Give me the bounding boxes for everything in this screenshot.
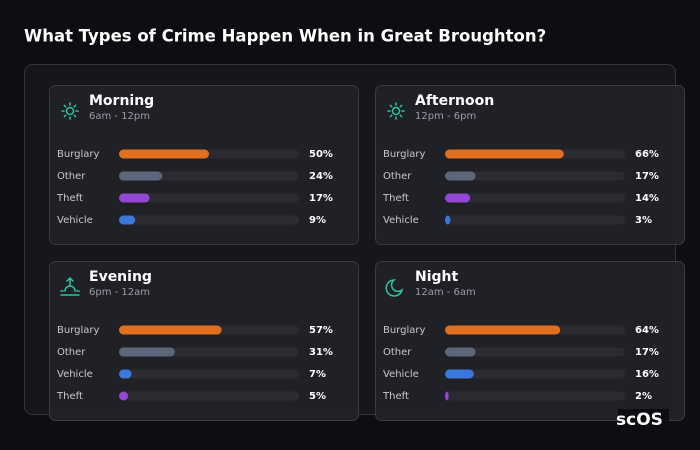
category-label: Theft	[382, 193, 409, 204]
card: Afternoon 12pm - 6pm Burglary 66% Other 17% Th…	[375, 85, 685, 245]
sun-ray	[389, 114, 393, 118]
sun-icon	[65, 106, 75, 116]
sun-ray	[399, 104, 403, 108]
value-label: 16%	[635, 369, 659, 380]
sun-ray	[73, 114, 77, 118]
card-title: Night	[415, 269, 459, 285]
category-label: Vehicle	[57, 369, 93, 380]
card: Morning 6am - 12pm Burglary 50% Other 24% Thef…	[49, 85, 359, 245]
bar-track	[445, 347, 625, 357]
bar	[445, 171, 476, 181]
value-label: 57%	[309, 325, 333, 336]
bar	[445, 325, 561, 335]
card-subtitle: 6pm - 12am	[89, 287, 150, 298]
bar	[119, 369, 132, 379]
bar	[119, 347, 175, 357]
bar-track	[445, 369, 625, 379]
value-label: 3%	[635, 215, 652, 226]
category-label: Burglary	[383, 149, 425, 160]
value-label: 66%	[635, 149, 659, 160]
value-label: 64%	[635, 325, 659, 336]
value-label: 17%	[635, 347, 659, 358]
sun-ray	[63, 114, 67, 118]
category-label: Burglary	[57, 325, 99, 336]
value-label: 24%	[309, 171, 333, 182]
bar-track	[119, 369, 299, 379]
value-label: 9%	[309, 215, 326, 226]
bar-track	[119, 391, 299, 401]
bar	[119, 149, 209, 159]
category-label: Vehicle	[383, 369, 419, 380]
card: Night 12am - 6am Burglary 64% Other 17% Vehicl…	[375, 261, 685, 421]
bar	[445, 215, 451, 225]
category-label: Burglary	[383, 325, 425, 336]
card-subtitle: 12am - 6am	[415, 287, 476, 298]
sun-ray	[63, 104, 67, 108]
card-title: Evening	[89, 269, 152, 285]
value-label: 14%	[635, 193, 659, 204]
sun-ray	[73, 104, 77, 108]
logo: scOS	[616, 410, 663, 430]
card-subtitle: 12pm - 6pm	[415, 111, 476, 122]
bar-track	[119, 215, 299, 225]
card-bg	[375, 85, 685, 245]
bar	[119, 325, 222, 335]
card-bg	[49, 85, 359, 245]
bar	[119, 391, 128, 401]
bar	[445, 369, 474, 379]
value-label: 50%	[309, 149, 333, 160]
value-label: 7%	[309, 369, 326, 380]
value-label: 5%	[309, 391, 326, 402]
bar-track	[445, 391, 625, 401]
value-label: 2%	[635, 391, 652, 402]
category-label: Theft	[56, 193, 83, 204]
value-label: 17%	[309, 193, 333, 204]
category-label: Other	[383, 171, 412, 182]
category-label: Theft	[56, 391, 83, 402]
sunset-icon	[60, 276, 80, 296]
category-label: Burglary	[57, 149, 99, 160]
category-label: Vehicle	[383, 215, 419, 226]
card-title: Afternoon	[415, 93, 494, 109]
moon-icon	[385, 279, 404, 297]
bar-track	[119, 171, 299, 181]
sun-ray	[389, 104, 393, 108]
card-bg	[375, 261, 685, 421]
bar-track	[445, 171, 625, 181]
value-label: 31%	[309, 347, 333, 358]
category-label: Other	[57, 347, 86, 358]
category-label: Other	[57, 171, 86, 182]
card: Evening 6pm - 12am Burglary 57% Other 31% Vehi…	[49, 261, 359, 421]
category-label: Other	[383, 347, 412, 358]
bar-track	[445, 193, 625, 203]
bar	[445, 149, 564, 159]
bar	[445, 193, 471, 203]
bar	[445, 391, 449, 401]
card-subtitle: 6am - 12pm	[89, 111, 150, 122]
bar	[119, 193, 150, 203]
sun-icon	[391, 106, 401, 116]
card-bg	[49, 261, 359, 421]
value-label: 17%	[635, 171, 659, 182]
bar-track	[445, 215, 625, 225]
sun-ray	[399, 114, 403, 118]
bar	[119, 215, 136, 225]
category-label: Vehicle	[57, 215, 93, 226]
bar-track	[119, 193, 299, 203]
bar	[119, 171, 163, 181]
category-label: Theft	[382, 391, 409, 402]
logo-bg	[618, 409, 669, 428]
page-title: What Types of Crime Happen When in Great…	[24, 27, 546, 46]
card-title: Morning	[89, 93, 154, 109]
bar	[445, 347, 476, 357]
